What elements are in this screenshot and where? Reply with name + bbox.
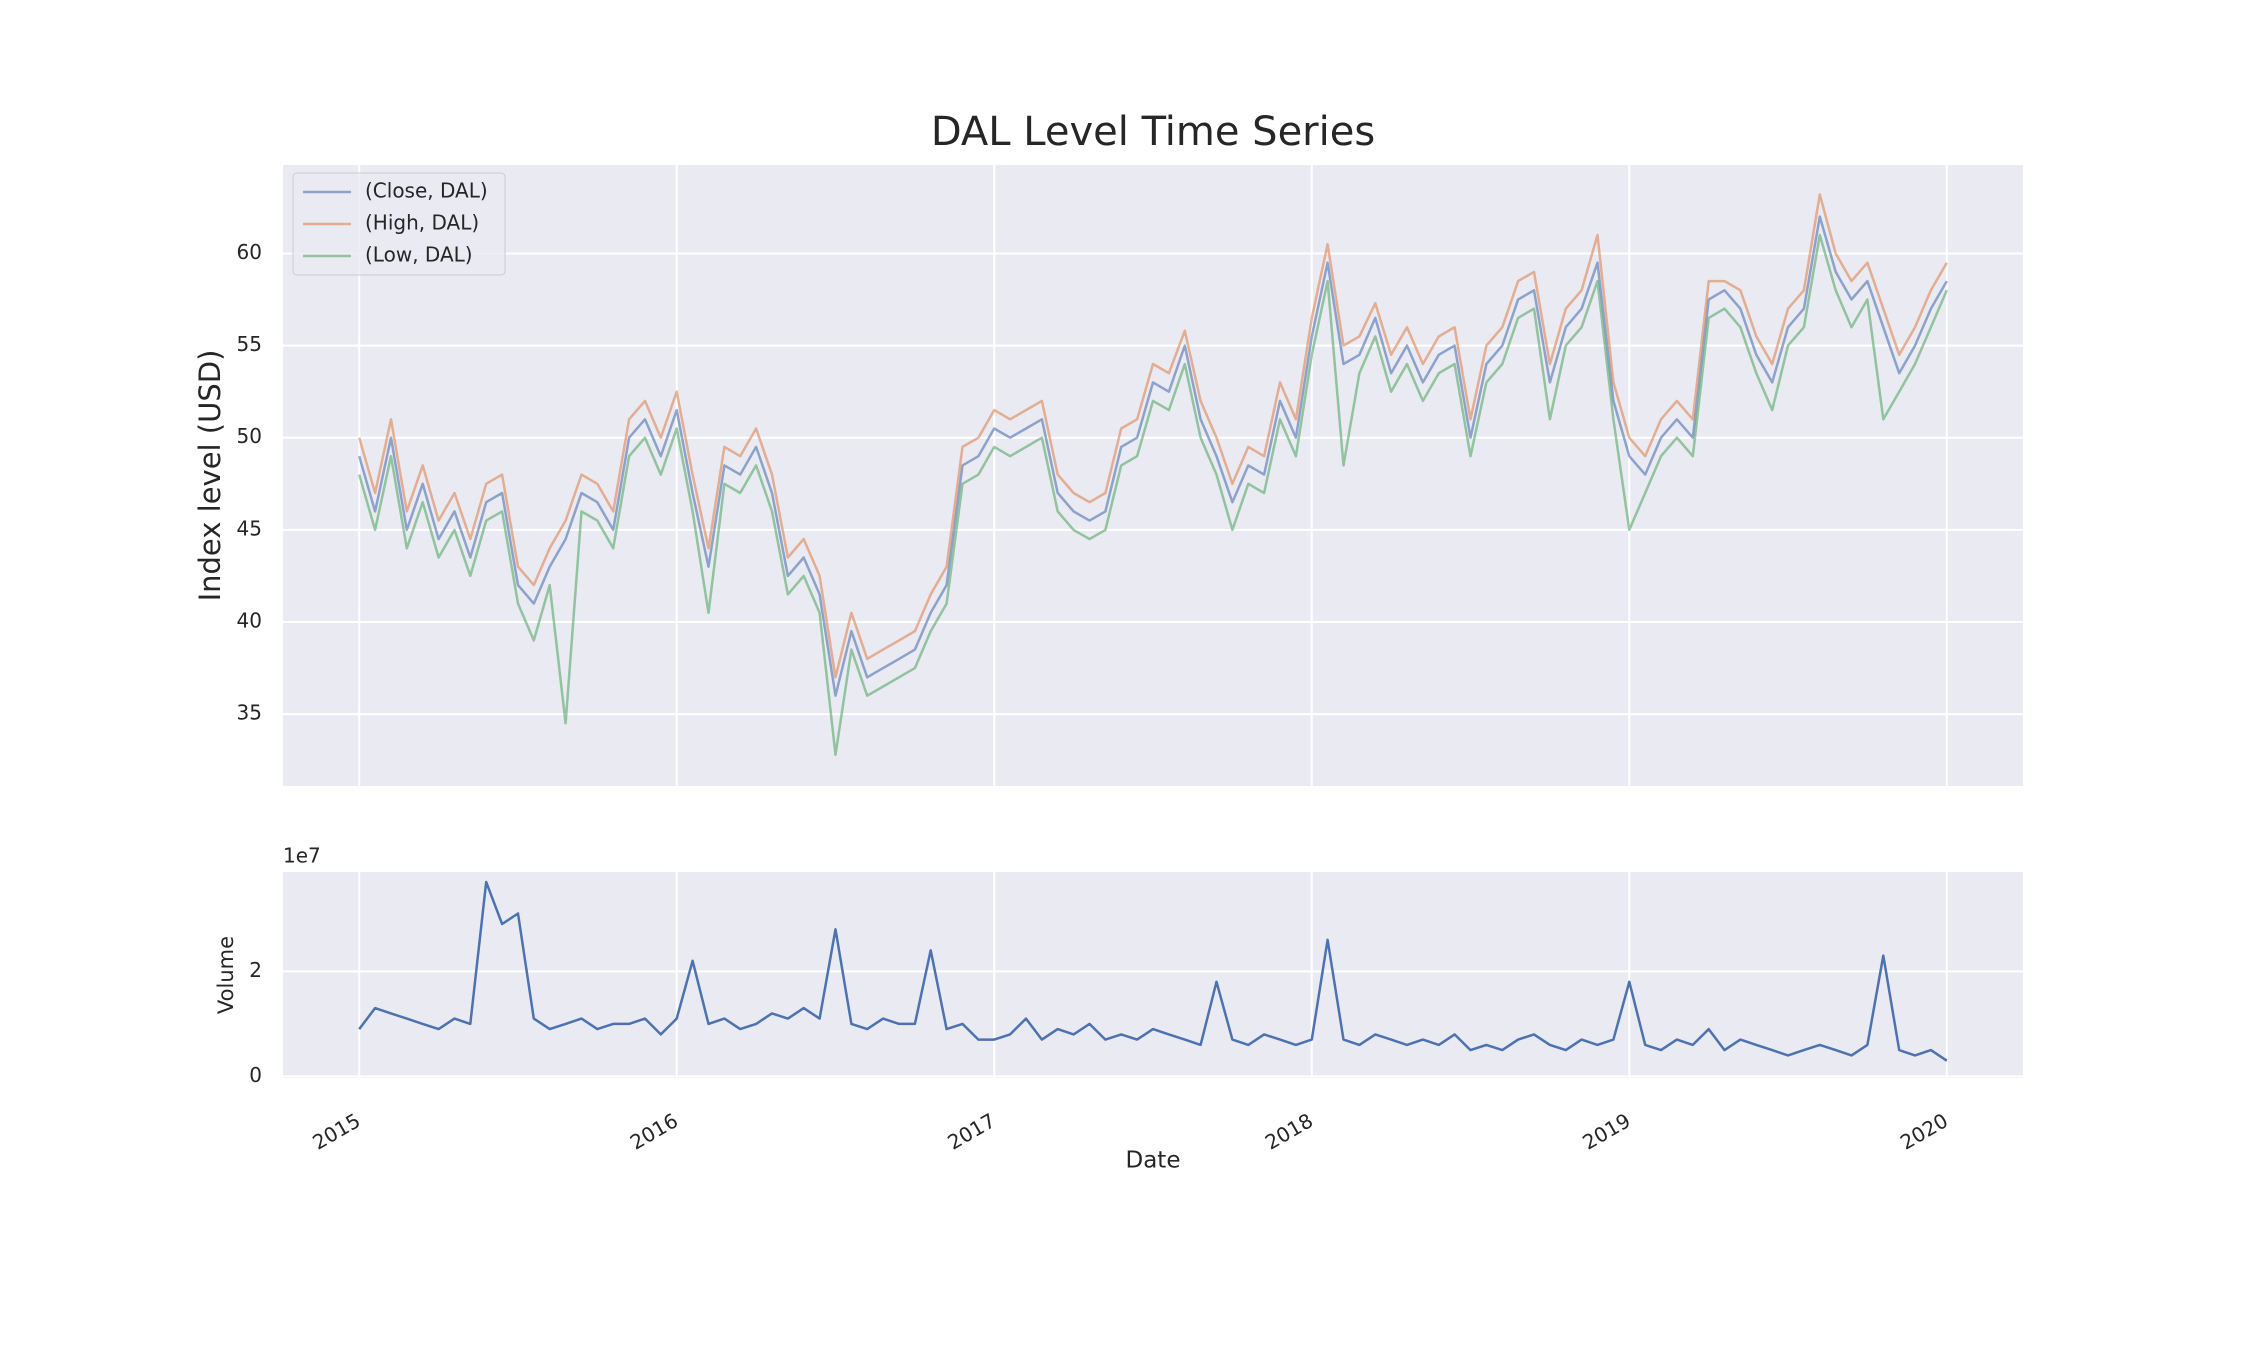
y-tick-label: 55 — [237, 332, 262, 356]
x-tick-label: 2020 — [1896, 1108, 1952, 1154]
x-tick-label: 2019 — [1578, 1108, 1634, 1154]
legend-label: (Low, DAL) — [365, 243, 473, 267]
legend-label: (High, DAL) — [365, 211, 479, 235]
x-tick-label: 2018 — [1261, 1108, 1317, 1154]
legend-label: (Close, DAL) — [365, 179, 488, 203]
y-tick-label: 50 — [237, 424, 262, 448]
legend-box — [292, 172, 506, 276]
y-tick-label: 35 — [237, 701, 262, 725]
x-tick-label: 2017 — [943, 1108, 999, 1154]
y-axis-label: Index level (USD) — [193, 350, 227, 602]
x-tick-label: 2016 — [626, 1108, 682, 1154]
y-axis-label: Volume — [214, 936, 238, 1014]
axis-offset-label: 1e7 — [283, 844, 321, 868]
y-tick-label: 45 — [237, 516, 262, 540]
series-line — [357, 215, 1948, 697]
chart-title: DAL Level Time Series — [931, 109, 1375, 155]
plot-area — [283, 165, 2023, 786]
x-tick-label: 2015 — [308, 1108, 364, 1154]
y-tick-label: 40 — [237, 608, 262, 632]
series-line — [357, 193, 1948, 679]
y-tick-label: 2 — [249, 958, 262, 982]
y-tick-label: 60 — [237, 240, 262, 264]
x-axis-label: Date — [1126, 1148, 1181, 1174]
series-line — [358, 880, 1948, 1062]
series-line — [357, 233, 1948, 756]
y-tick-label: 0 — [249, 1063, 262, 1087]
